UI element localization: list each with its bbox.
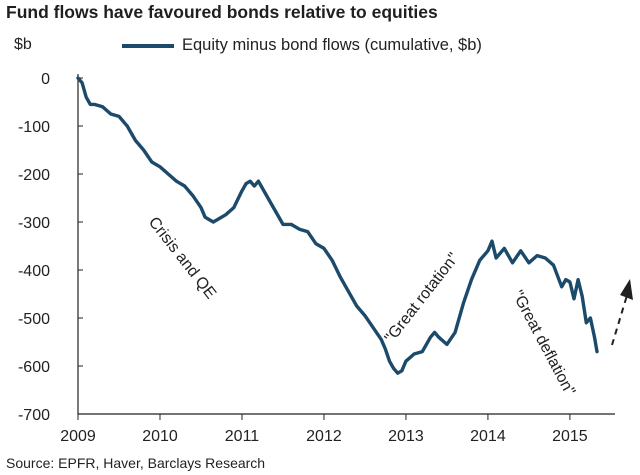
annotations: Crisis and QE "Great rotation" "Great de… <box>145 214 633 399</box>
x-tick-label: 2012 <box>306 428 342 445</box>
series-group <box>76 76 599 375</box>
y-tick-label: 0 <box>41 71 50 88</box>
series-line-0 <box>76 76 599 375</box>
y-tick-label: -500 <box>18 311 50 328</box>
x-tick-label: 2011 <box>225 428 260 445</box>
annotation-crisis-and-qe: Crisis and QE <box>145 214 219 302</box>
trend-arrow-head <box>620 279 633 300</box>
x-tick-label: 2013 <box>388 428 424 445</box>
y-tick-label: -700 <box>18 407 50 424</box>
y-axis-unit-label: $b <box>14 36 32 53</box>
x-tick-label: 2010 <box>142 428 178 445</box>
annotation-great-rotation: "Great rotation" <box>382 250 463 347</box>
legend: Equity minus bond flows (cumulative, $b) <box>122 36 482 55</box>
y-tick-label: -300 <box>18 215 50 232</box>
source-note: Source: EPFR, Haver, Barclays Research <box>6 455 266 471</box>
trend-arrow-shaft <box>611 291 629 346</box>
y-tick-label: -600 <box>18 359 50 376</box>
tick-labels: 0 -100 -200 -300 -400 -500 -600 -700 2009 2010 201… <box>18 71 588 445</box>
y-tick-label: -100 <box>18 119 50 136</box>
x-tick-label: 2009 <box>60 428 96 445</box>
chart-title: Fund flows have favoured bonds relative … <box>6 2 438 22</box>
y-tick-label: -200 <box>18 167 50 184</box>
x-tick-label: 2014 <box>470 428 506 445</box>
y-tick-label: -400 <box>18 263 50 280</box>
x-tick-label: 2015 <box>552 428 588 445</box>
axes <box>77 74 615 420</box>
legend-label: Equity minus bond flows (cumulative, $b) <box>182 36 482 54</box>
legend-line-swatch <box>122 43 174 48</box>
annotation-great-deflation: "Great deflation" <box>508 288 578 399</box>
